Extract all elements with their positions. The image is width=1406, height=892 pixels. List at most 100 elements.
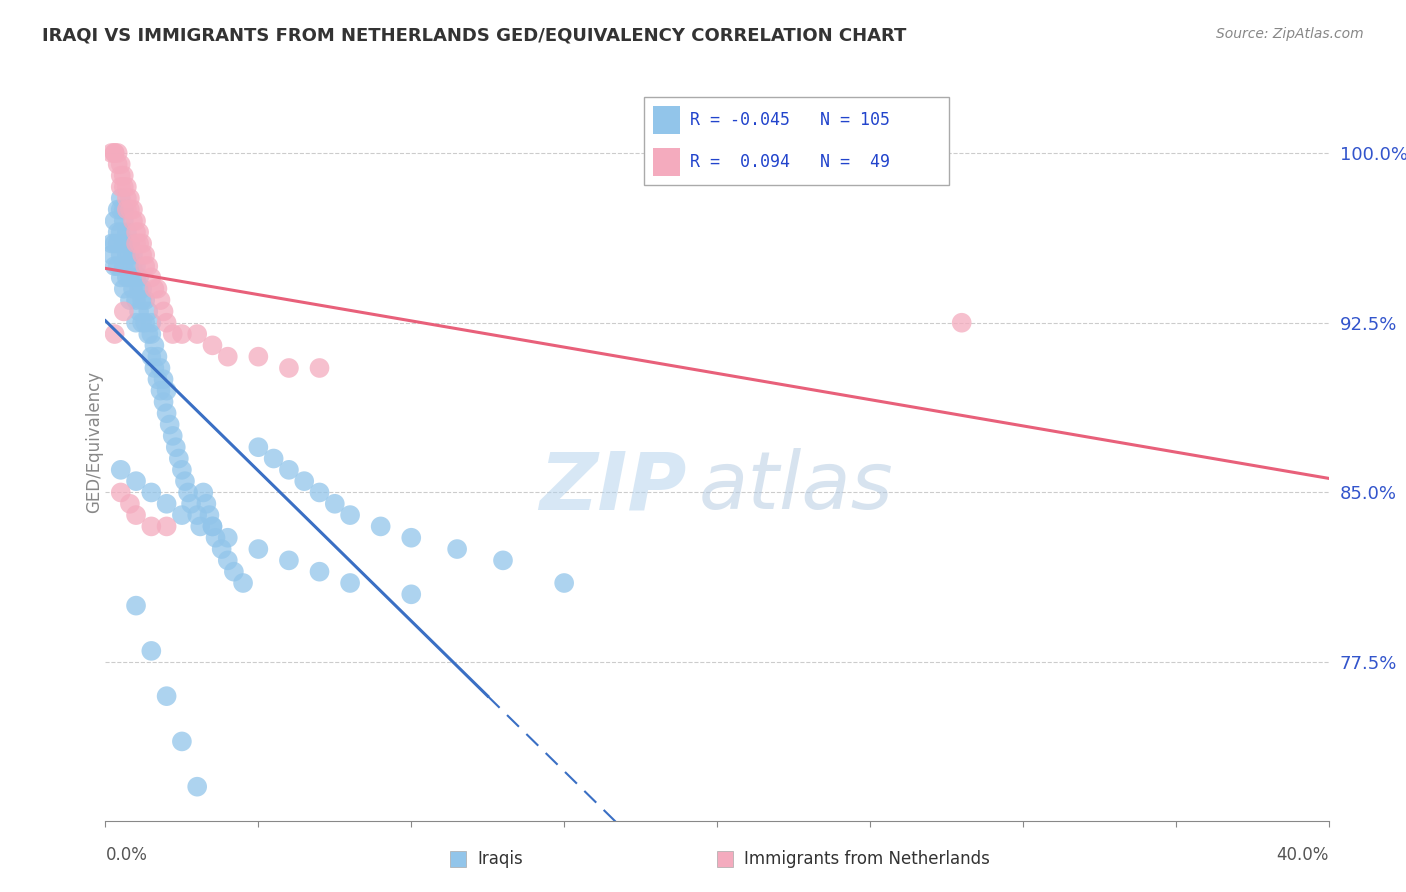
Point xyxy=(292,474,315,488)
Point xyxy=(118,202,141,217)
Point xyxy=(107,202,129,217)
Point xyxy=(141,485,163,500)
Point xyxy=(143,361,166,376)
Point xyxy=(115,191,138,205)
Point xyxy=(112,236,135,251)
Point xyxy=(110,225,132,239)
Point xyxy=(115,236,138,251)
Point xyxy=(104,145,127,160)
Point xyxy=(188,519,211,533)
Point xyxy=(110,157,132,171)
Point xyxy=(170,734,193,748)
Point xyxy=(277,553,299,567)
Point xyxy=(122,214,145,228)
Point xyxy=(107,236,129,251)
Point xyxy=(159,417,181,432)
Point xyxy=(110,169,132,183)
Text: 40.0%: 40.0% xyxy=(1277,846,1329,863)
Text: 0.0%: 0.0% xyxy=(105,846,148,863)
Point xyxy=(118,270,141,285)
Point xyxy=(107,145,129,160)
Point xyxy=(149,293,172,307)
Text: Immigrants from Netherlands: Immigrants from Netherlands xyxy=(744,850,990,868)
Point xyxy=(134,316,156,330)
Point xyxy=(152,395,174,409)
Point xyxy=(112,214,135,228)
Point xyxy=(131,316,153,330)
Point xyxy=(125,259,148,273)
Point xyxy=(112,282,135,296)
Point xyxy=(170,508,193,522)
Point xyxy=(950,316,973,330)
Point xyxy=(125,225,148,239)
Point xyxy=(141,316,163,330)
Point xyxy=(118,236,141,251)
Y-axis label: GED/Equivalency: GED/Equivalency xyxy=(86,370,103,513)
Point xyxy=(115,225,138,239)
Point xyxy=(167,451,190,466)
Point xyxy=(136,326,159,341)
Point xyxy=(141,350,163,364)
Point xyxy=(112,304,135,318)
Text: R =  0.094   N =  49: R = 0.094 N = 49 xyxy=(689,153,890,171)
Point xyxy=(201,519,224,533)
Point xyxy=(100,248,122,262)
Text: R = -0.045   N = 105: R = -0.045 N = 105 xyxy=(689,111,890,129)
Point xyxy=(155,316,177,330)
Point xyxy=(180,497,202,511)
Point xyxy=(308,361,330,376)
Point xyxy=(118,293,141,307)
Text: Source: ZipAtlas.com: Source: ZipAtlas.com xyxy=(1216,27,1364,41)
Point xyxy=(131,282,153,296)
Point xyxy=(122,248,145,262)
Point xyxy=(112,169,135,183)
Point xyxy=(446,542,468,557)
Point xyxy=(122,282,145,296)
Point xyxy=(125,316,148,330)
Text: IRAQI VS IMMIGRANTS FROM NETHERLANDS GED/EQUIVALENCY CORRELATION CHART: IRAQI VS IMMIGRANTS FROM NETHERLANDS GED… xyxy=(42,27,907,45)
Point xyxy=(198,508,221,522)
Point xyxy=(134,259,156,273)
Bar xyxy=(652,106,681,134)
Point xyxy=(107,157,129,171)
Point xyxy=(370,519,392,533)
Point xyxy=(146,282,169,296)
Point xyxy=(115,270,138,285)
Point xyxy=(399,531,422,545)
Point xyxy=(115,180,138,194)
Point xyxy=(104,236,127,251)
Point xyxy=(170,326,193,341)
Point xyxy=(201,519,224,533)
Point xyxy=(155,384,177,398)
Point xyxy=(263,451,285,466)
Point xyxy=(232,576,254,591)
Point xyxy=(222,565,245,579)
Point xyxy=(174,474,197,488)
Point xyxy=(107,259,129,273)
Point xyxy=(141,326,163,341)
Point xyxy=(162,326,184,341)
Point xyxy=(308,485,330,500)
Point xyxy=(155,689,177,703)
Point xyxy=(128,304,150,318)
Text: atlas: atlas xyxy=(699,448,893,526)
Point xyxy=(115,202,138,217)
Point xyxy=(110,463,132,477)
Point xyxy=(201,338,224,352)
Point xyxy=(112,202,135,217)
Point xyxy=(125,293,148,307)
Point xyxy=(100,145,122,160)
Point xyxy=(112,259,135,273)
Point xyxy=(143,338,166,352)
Point xyxy=(149,361,172,376)
Point xyxy=(217,553,239,567)
Point xyxy=(162,429,184,443)
Point xyxy=(141,644,163,658)
Point xyxy=(125,214,148,228)
Point xyxy=(128,225,150,239)
Point xyxy=(125,508,148,522)
Point xyxy=(125,236,148,251)
Bar xyxy=(652,148,681,177)
Point xyxy=(146,372,169,386)
Point xyxy=(211,542,233,557)
